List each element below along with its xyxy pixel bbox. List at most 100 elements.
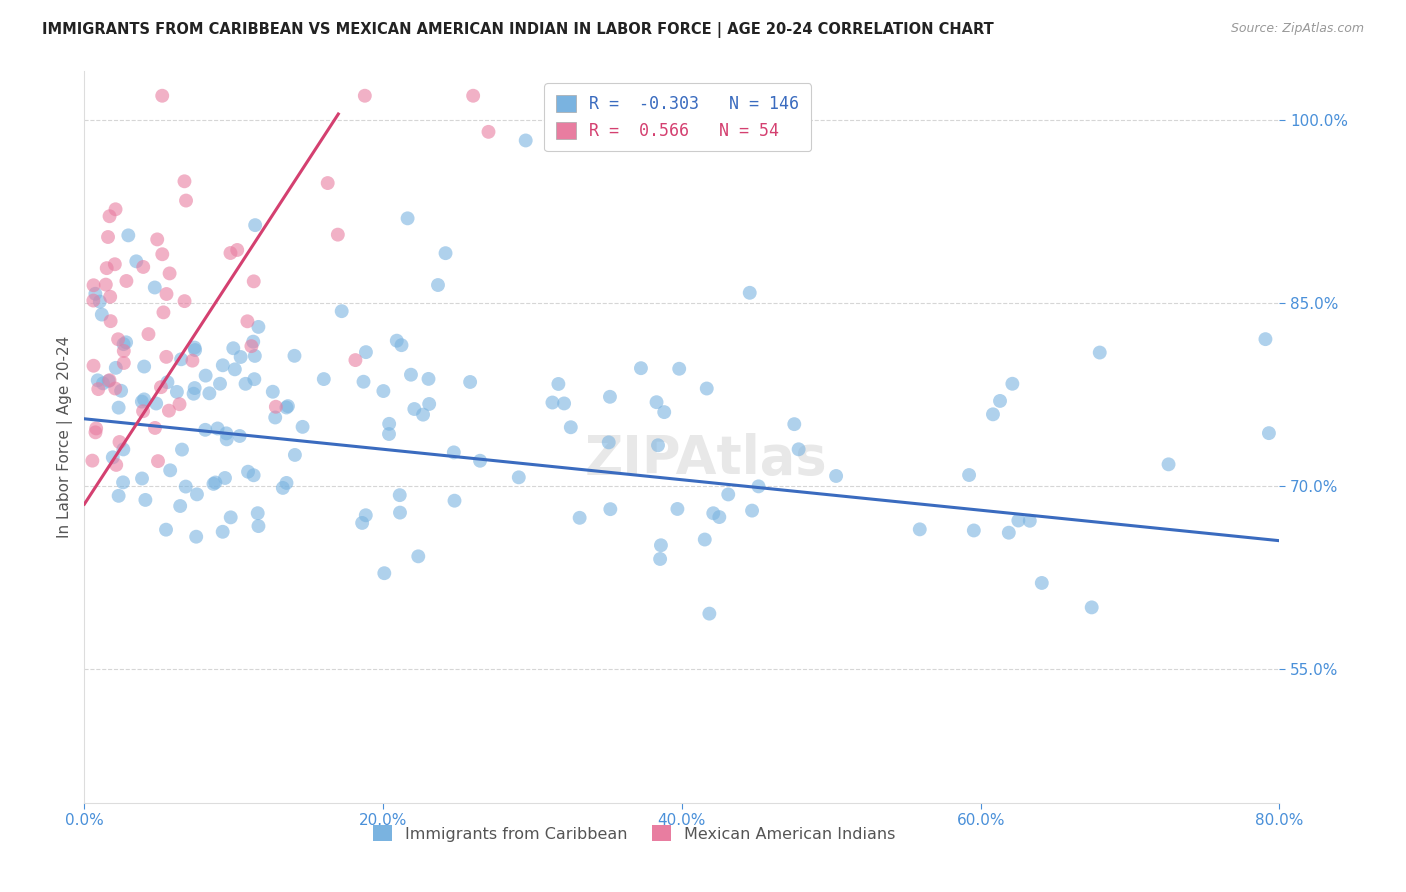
- Point: [276, 401, 298, 415]
- Point: [204, 475, 226, 490]
- Point: [229, 350, 252, 364]
- Point: [330, 304, 353, 318]
- Point: [138, 327, 160, 342]
- Point: [468, 454, 491, 468]
- Point: [418, 372, 440, 386]
- Point: [145, 396, 167, 410]
- Point: [316, 176, 339, 190]
- Point: [125, 254, 148, 268]
- Point: [235, 376, 257, 391]
- Point: [598, 435, 620, 450]
- Point: [312, 372, 335, 386]
- Point: [198, 386, 221, 401]
- Point: [184, 343, 207, 357]
- Point: [373, 566, 395, 581]
- Point: [443, 493, 465, 508]
- Point: [183, 341, 205, 355]
- Point: [98, 209, 121, 223]
- Point: [378, 417, 401, 431]
- Point: [132, 392, 155, 407]
- Point: [155, 287, 177, 301]
- Point: [1007, 514, 1029, 528]
- Point: [134, 492, 156, 507]
- Point: [284, 448, 307, 462]
- Point: [219, 510, 242, 524]
- Point: [194, 423, 217, 437]
- Point: [107, 332, 129, 346]
- Point: [243, 372, 266, 386]
- Point: [146, 232, 169, 246]
- Point: [98, 290, 121, 304]
- Point: [150, 88, 173, 103]
- Point: [181, 353, 204, 368]
- Point: [353, 375, 375, 389]
- Point: [242, 468, 264, 483]
- Point: [242, 274, 264, 288]
- Point: [747, 479, 769, 493]
- Point: [463, 88, 485, 103]
- Point: [107, 401, 129, 415]
- Point: [211, 359, 233, 373]
- Point: [396, 211, 419, 226]
- Text: Source: ZipAtlas.com: Source: ZipAtlas.com: [1230, 22, 1364, 36]
- Point: [1001, 376, 1024, 391]
- Point: [84, 286, 107, 301]
- Point: [666, 502, 689, 516]
- Point: [194, 368, 217, 383]
- Point: [222, 341, 245, 355]
- Text: ZIPAtlas: ZIPAtlas: [585, 433, 827, 485]
- Point: [283, 349, 305, 363]
- Point: [115, 335, 138, 350]
- Point: [110, 384, 132, 398]
- Point: [219, 246, 242, 260]
- Point: [87, 382, 110, 396]
- Point: [117, 228, 139, 243]
- Point: [963, 524, 986, 538]
- Point: [108, 435, 131, 450]
- Point: [82, 453, 104, 467]
- Point: [112, 337, 135, 351]
- Text: IMMIGRANTS FROM CARIBBEAN VS MEXICAN AMERICAN INDIAN IN LABOR FORCE | AGE 20-24 : IMMIGRANTS FROM CARIBBEAN VS MEXICAN AME…: [42, 22, 994, 38]
- Point: [83, 359, 105, 373]
- Point: [174, 194, 197, 208]
- Point: [226, 243, 249, 257]
- Point: [568, 511, 591, 525]
- Point: [240, 339, 263, 353]
- Point: [998, 525, 1021, 540]
- Point: [404, 402, 426, 417]
- Point: [1018, 514, 1040, 528]
- Point: [352, 516, 374, 530]
- Point: [202, 476, 225, 491]
- Point: [246, 506, 269, 520]
- Point: [477, 125, 499, 139]
- Point: [693, 533, 716, 547]
- Point: [90, 308, 112, 322]
- Legend: Immigrants from Caribbean, Mexican American Indians: Immigrants from Caribbean, Mexican Ameri…: [366, 817, 903, 850]
- Point: [326, 227, 349, 242]
- Point: [264, 400, 287, 414]
- Point: [344, 353, 367, 368]
- Point: [224, 362, 246, 376]
- Point: [787, 442, 810, 457]
- Point: [277, 399, 299, 413]
- Point: [112, 343, 135, 358]
- Point: [957, 468, 980, 483]
- Point: [83, 278, 105, 293]
- Point: [174, 479, 197, 493]
- Point: [385, 334, 408, 348]
- Point: [112, 442, 135, 457]
- Point: [650, 552, 672, 566]
- Point: [264, 410, 287, 425]
- Point: [98, 373, 121, 387]
- Point: [211, 524, 233, 539]
- Point: [717, 487, 740, 501]
- Point: [101, 450, 124, 465]
- Point: [1258, 426, 1281, 441]
- Point: [399, 368, 422, 382]
- Point: [236, 314, 259, 328]
- Point: [738, 285, 761, 300]
- Point: [378, 427, 401, 442]
- Point: [97, 230, 120, 244]
- Point: [186, 487, 208, 501]
- Point: [215, 433, 238, 447]
